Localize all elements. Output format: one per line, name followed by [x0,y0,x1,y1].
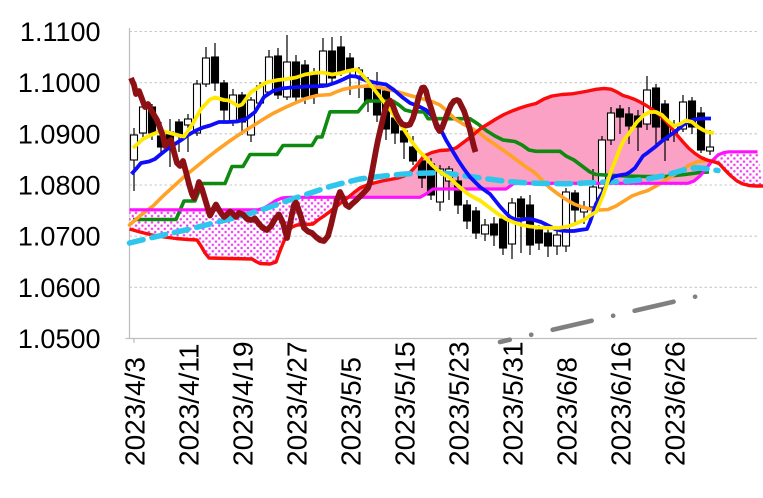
svg-text:1.1100: 1.1100 [20,17,101,47]
svg-text:1.1000: 1.1000 [18,68,101,98]
svg-text:1.0500: 1.0500 [18,324,101,354]
svg-text:2023/5/15: 2023/5/15 [390,341,421,466]
svg-text:2023/6/16: 2023/6/16 [606,341,637,466]
svg-text:1.0900: 1.0900 [18,119,101,149]
svg-text:1.0700: 1.0700 [18,222,101,252]
svg-text:2023/4/27: 2023/4/27 [282,341,313,466]
svg-text:2023/6/26: 2023/6/26 [660,341,691,466]
svg-text:2023/4/11: 2023/4/11 [174,344,205,467]
svg-text:2023/4/19: 2023/4/19 [228,341,259,466]
svg-text:2023/5/23: 2023/5/23 [444,341,475,466]
svg-text:2023/4/3: 2023/4/3 [120,357,151,466]
svg-text:1.0800: 1.0800 [18,171,101,201]
svg-text:1.0600: 1.0600 [18,273,101,303]
svg-text:2023/6/8: 2023/6/8 [552,357,583,466]
svg-text:2023/5/31: 2023/5/31 [498,341,529,466]
svg-text:2023/5/5: 2023/5/5 [336,357,367,466]
